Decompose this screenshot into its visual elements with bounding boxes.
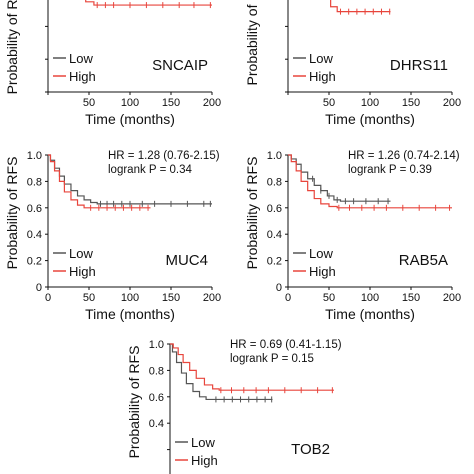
logrank-annotation: logrank P = 0.15	[230, 353, 314, 365]
y-tick-label: 0	[36, 282, 42, 294]
hr-annotation: HR = 0.69 (0.41-1.15)	[230, 339, 342, 351]
x-tick-label: 150	[162, 97, 180, 109]
x-tick-label: 200	[203, 292, 221, 304]
x-tick-label: 50	[83, 292, 95, 304]
y-tick-label: 0.4	[27, 229, 42, 241]
y-tick-label: 1.0	[27, 150, 42, 162]
y-tick-label: 0.2	[27, 256, 42, 268]
y-tick-label: 0.4	[267, 229, 282, 241]
y-tick-label: 0.6	[267, 203, 282, 215]
y-tick-label: 0.8	[27, 176, 42, 188]
y-tick-label: 0.8	[267, 176, 282, 188]
series-low-line	[48, 154, 212, 205]
x-tick-label: 150	[162, 292, 180, 304]
x-tick-label: 0	[285, 292, 291, 304]
x-tick-label: 50	[323, 292, 335, 304]
panel-tob2: 0.4 0.6 0.8 1.0 Probability of RFS HR = 0.69 …	[126, 339, 342, 474]
panel-dhrs11: 50 100 150 200 Time (months) Probability of R…	[244, 0, 461, 127]
y-tick-label: 0.2	[267, 256, 282, 268]
panel-muc4: 0 50 100 150 200 0 0.2 0.4 0.6 0.8 1.0 Time (months…	[4, 150, 221, 322]
legend-label-high: High	[191, 453, 218, 468]
legend-label-low: Low	[69, 246, 93, 261]
panel-rab5a: 0 50 100 150 200 0 0.2 0.4 0.6 0.8 1.0 Time (months…	[244, 150, 461, 322]
y-axis-label: Probability of RFS	[4, 0, 20, 94]
y-tick-label: 0	[276, 282, 282, 294]
hr-annotation: HR = 1.28 (0.76-2.15)	[108, 150, 220, 162]
legend-label-low: Low	[309, 51, 333, 66]
x-tick-label: 50	[83, 97, 95, 109]
y-tick-label: 0.6	[27, 203, 42, 215]
legend-label-high: High	[309, 69, 336, 84]
series-high-line	[288, 154, 452, 209]
x-tick-label: 100	[121, 292, 139, 304]
y-tick-label: 0.4	[149, 418, 164, 430]
y-tick-label: 0.6	[149, 392, 164, 404]
x-axis-label: Time (months)	[85, 111, 175, 127]
series-high-line	[85, 0, 212, 6]
x-axis-label: Time (months)	[325, 306, 415, 322]
hr-annotation: HR = 1.26 (0.74-2.14)	[348, 150, 460, 162]
y-axis-label: Probability of RFS	[244, 157, 260, 270]
y-axis-label: Probability of RFS	[4, 157, 20, 270]
panel-sncaip: 50 100 150 200 Time (months) Probability of R…	[4, 0, 221, 127]
gene-label: SNCAIP	[152, 57, 208, 74]
gene-label: RAB5A	[399, 252, 448, 269]
x-tick-label: 200	[443, 97, 461, 109]
x-tick-label: 100	[121, 97, 139, 109]
series-low-line	[170, 343, 273, 401]
legend-label-high: High	[309, 264, 336, 279]
legend-label-low: Low	[309, 246, 333, 261]
legend-label-high: High	[69, 69, 96, 84]
y-tick-label: 1.0	[267, 150, 282, 162]
series-high-line	[170, 343, 334, 391]
y-axis-label: Probability of R	[244, 0, 260, 85]
series-low-line	[288, 154, 391, 202]
x-tick-label: 100	[361, 97, 379, 109]
y-tick-label: 0.8	[149, 365, 164, 377]
x-tick-label: 150	[402, 97, 420, 109]
x-tick-label: 150	[402, 292, 420, 304]
x-axis-label: Time (months)	[85, 306, 175, 322]
logrank-annotation: logrank P = 0.39	[348, 164, 432, 176]
x-tick-label: 0	[45, 292, 51, 304]
y-axis-label: Probability of RFS	[126, 346, 142, 459]
series-high-line	[48, 154, 151, 209]
legend-label-low: Low	[191, 435, 215, 450]
logrank-annotation: logrank P = 0.34	[108, 164, 192, 176]
series-high-line	[330, 0, 391, 13]
legend-label-low: Low	[69, 51, 93, 66]
gene-label: MUC4	[165, 252, 208, 269]
gene-label: TOB2	[291, 441, 330, 458]
legend-label-high: High	[69, 264, 96, 279]
y-tick-label: 1.0	[149, 339, 164, 351]
x-tick-label: 50	[323, 97, 335, 109]
x-tick-label: 200	[203, 97, 221, 109]
x-axis-label: Time (months)	[325, 111, 415, 127]
x-tick-label: 200	[443, 292, 461, 304]
x-tick-label: 100	[361, 292, 379, 304]
gene-label: DHRS11	[390, 57, 448, 74]
